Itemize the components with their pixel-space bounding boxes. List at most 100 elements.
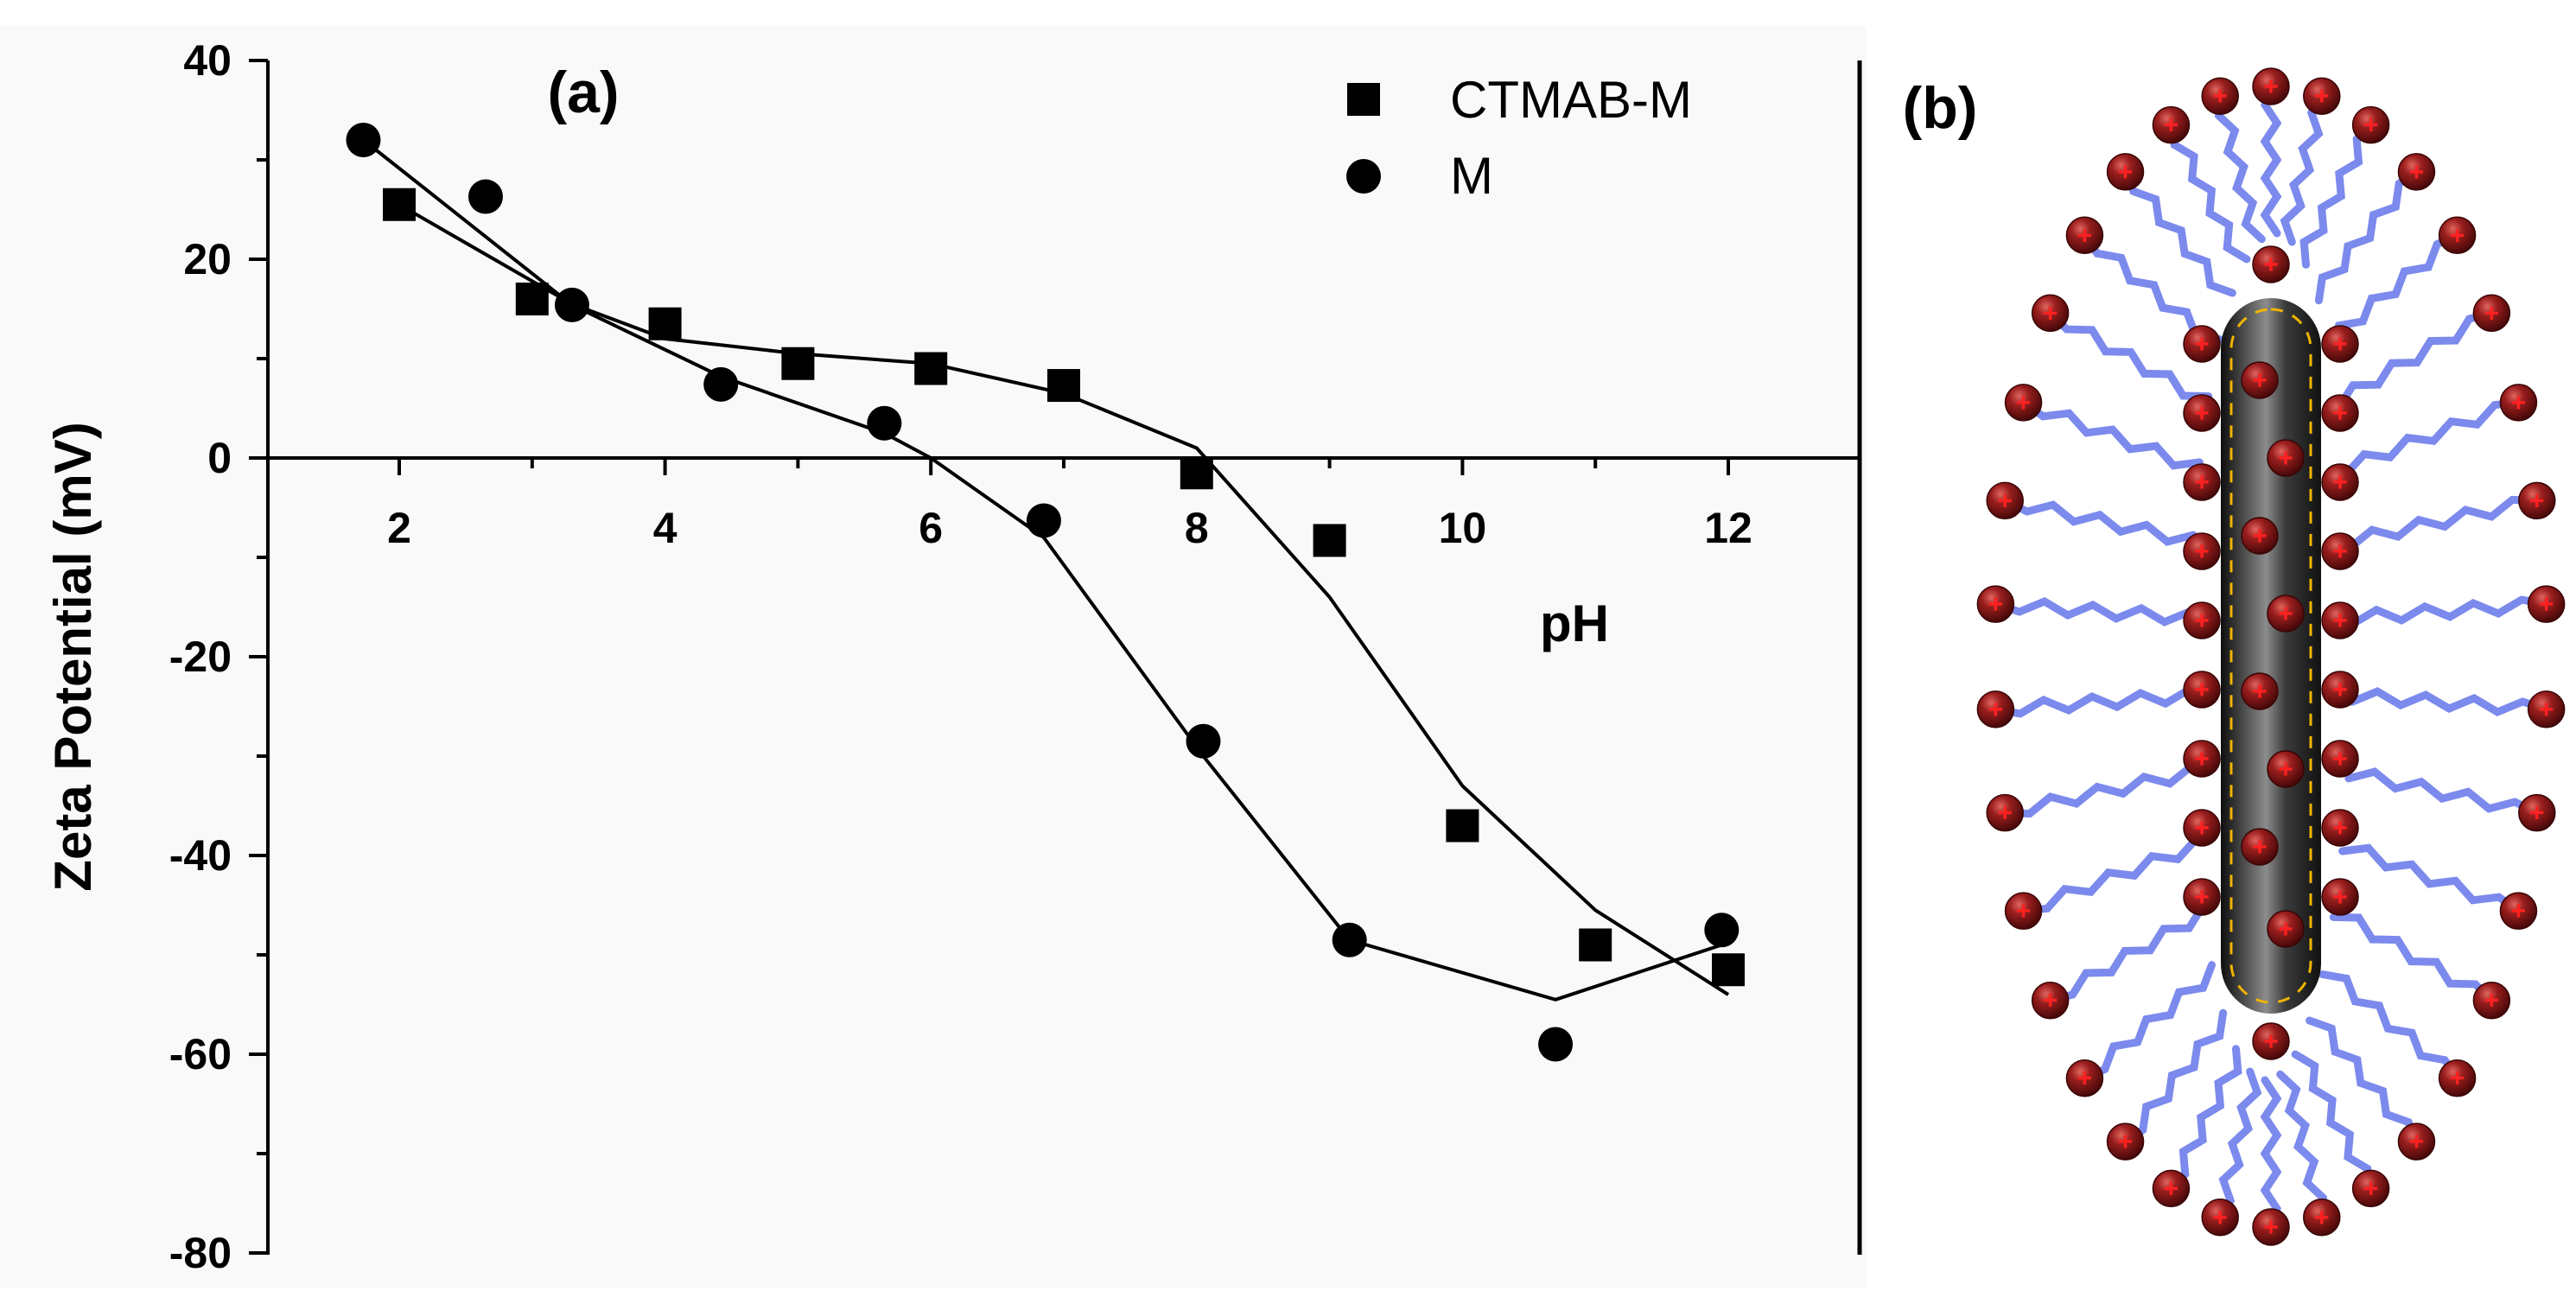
positive-charge-mark: + (1997, 799, 2013, 828)
surfactant-head-ball (2252, 1208, 2290, 1246)
surfactant-head: + (2351, 1169, 2390, 1208)
surfactant-head: + (2303, 77, 2341, 115)
y-tick-label: -80 (169, 1229, 232, 1277)
surfactant-tail (2280, 92, 2326, 246)
data-point-m (1332, 922, 1367, 957)
positive-charge-mark: + (2263, 251, 2279, 279)
data-point-m (1026, 503, 1061, 538)
positive-charge-mark: + (2332, 607, 2348, 635)
surfactant-tail (2291, 1050, 2376, 1192)
positive-charge-mark: + (2194, 883, 2210, 912)
surfactant-head-ball (2241, 517, 2279, 555)
surfactant-tail (2000, 762, 2195, 818)
surfactant-head-ball (2527, 690, 2566, 728)
positive-charge-mark: + (2212, 82, 2228, 111)
surfactant-head-ball (2303, 77, 2341, 115)
data-point-m (467, 179, 503, 214)
surfactant-head-ball (2267, 439, 2305, 477)
positive-charge-mark: + (2450, 221, 2465, 250)
surfactant-tail (2121, 1008, 2228, 1146)
surfactant-head: + (2527, 585, 2566, 623)
positive-charge-mark: + (2164, 1174, 2179, 1203)
surfactant-head-ball (2106, 153, 2145, 191)
positive-charge-mark: + (2194, 399, 2210, 428)
y-tick-label: 40 (183, 36, 232, 85)
positive-charge-mark: + (2332, 330, 2348, 359)
surfactant-tail (2326, 231, 2462, 353)
positive-charge-mark: + (2409, 158, 2425, 187)
positive-charge-mark: + (2539, 696, 2554, 724)
surfactant-head: + (2321, 671, 2359, 709)
surfactant-head-ball (2321, 325, 2359, 363)
surfactant-tail (2299, 121, 2376, 269)
positive-charge-mark: + (2043, 299, 2058, 328)
positive-charge-mark: + (2016, 897, 2032, 925)
nanotube-body (2221, 298, 2321, 1014)
surfactant-tail (2166, 1045, 2242, 1192)
surfactant-head-ball (2267, 595, 2305, 633)
surfactant-head: + (1976, 585, 2015, 623)
surfactant-head-ball (2267, 910, 2305, 948)
legend-marker-m (1346, 159, 1381, 194)
surfactant-head: + (2065, 216, 2104, 255)
surfactant-head: + (2499, 384, 2538, 422)
positive-charge-mark: + (2484, 299, 2500, 328)
positive-charge-mark: + (2252, 833, 2268, 862)
surfactant-head: + (2267, 595, 2305, 633)
surfactant-head-ball (2438, 1059, 2477, 1097)
surfactant-head-ball (2031, 981, 2070, 1020)
legend-label-m: M (1450, 147, 1493, 205)
surfactant-head-ball (1986, 793, 2024, 832)
surfactant-tail (2000, 496, 2198, 546)
surfactant-head-ball (2321, 740, 2359, 778)
surfactant-tail (2166, 121, 2251, 264)
surfactant-head: + (2241, 672, 2279, 710)
surfactant-head: + (2267, 750, 2305, 788)
surfactant-head-ball (2321, 394, 2359, 432)
surfactant-head-ball (2106, 1122, 2145, 1161)
positive-charge-mark: + (2077, 1065, 2093, 1093)
positive-charge-mark: + (2511, 897, 2527, 925)
surfactant-tail (2348, 687, 2551, 717)
positive-charge-mark: + (2118, 1128, 2134, 1156)
positive-charge-mark: + (2314, 1204, 2330, 1232)
panel-label-b: (b) (1903, 75, 1978, 141)
legend-label-ctmab-m: CTMAB-M (1450, 71, 1692, 129)
surfactant-head: + (2518, 793, 2556, 832)
positive-charge-mark: + (2194, 330, 2210, 359)
surfactant-tail (2306, 1016, 2420, 1146)
surfactant-head-ball (2183, 740, 2221, 778)
surfactant-head-ball (2241, 672, 2279, 710)
positive-charge-mark: + (2529, 487, 2545, 515)
y-tick-label: -20 (169, 633, 232, 681)
surfactant-head: + (2152, 105, 2191, 144)
data-point-ctmab-m (914, 352, 948, 385)
positive-charge-mark: + (2314, 82, 2330, 111)
surfactant-head-ball (2183, 878, 2221, 916)
legend: CTMAB-M M (1346, 71, 1692, 205)
surfactant-tail (1991, 596, 2194, 626)
surfactant-head-ball (2183, 601, 2221, 639)
surfactant-head-ball (2004, 384, 2043, 422)
positive-charge-mark: + (2450, 1065, 2465, 1093)
surfactant-head-ball (2031, 294, 2070, 333)
data-point-ctmab-m (1579, 928, 1612, 962)
data-point-m (1186, 723, 1221, 759)
surfactant-head-ball (2241, 828, 2279, 866)
surfactant-head-ball (2183, 809, 2221, 847)
surfactant-head: + (2472, 981, 2511, 1020)
surfactant-head-ball (2321, 878, 2359, 916)
x-tick-label: 6 (919, 504, 943, 552)
positive-charge-mark: + (2194, 814, 2210, 843)
surfactant-tail (2260, 1076, 2282, 1231)
surfactant-head: + (2518, 481, 2556, 520)
surfactant-head: + (2183, 809, 2221, 847)
surfactant-tail (2216, 1067, 2262, 1222)
positive-charge-mark: + (2212, 1204, 2228, 1232)
y-tick-label: -40 (169, 831, 232, 880)
surfactant-head: + (2183, 325, 2221, 363)
surfactant-head-ball (1986, 481, 2024, 520)
surfactant-head: + (2241, 361, 2279, 399)
y-axis-ticks: 40 20 0 -20 -40 -60 -80 (169, 36, 268, 1277)
panel-label-a: (a) (547, 60, 619, 125)
